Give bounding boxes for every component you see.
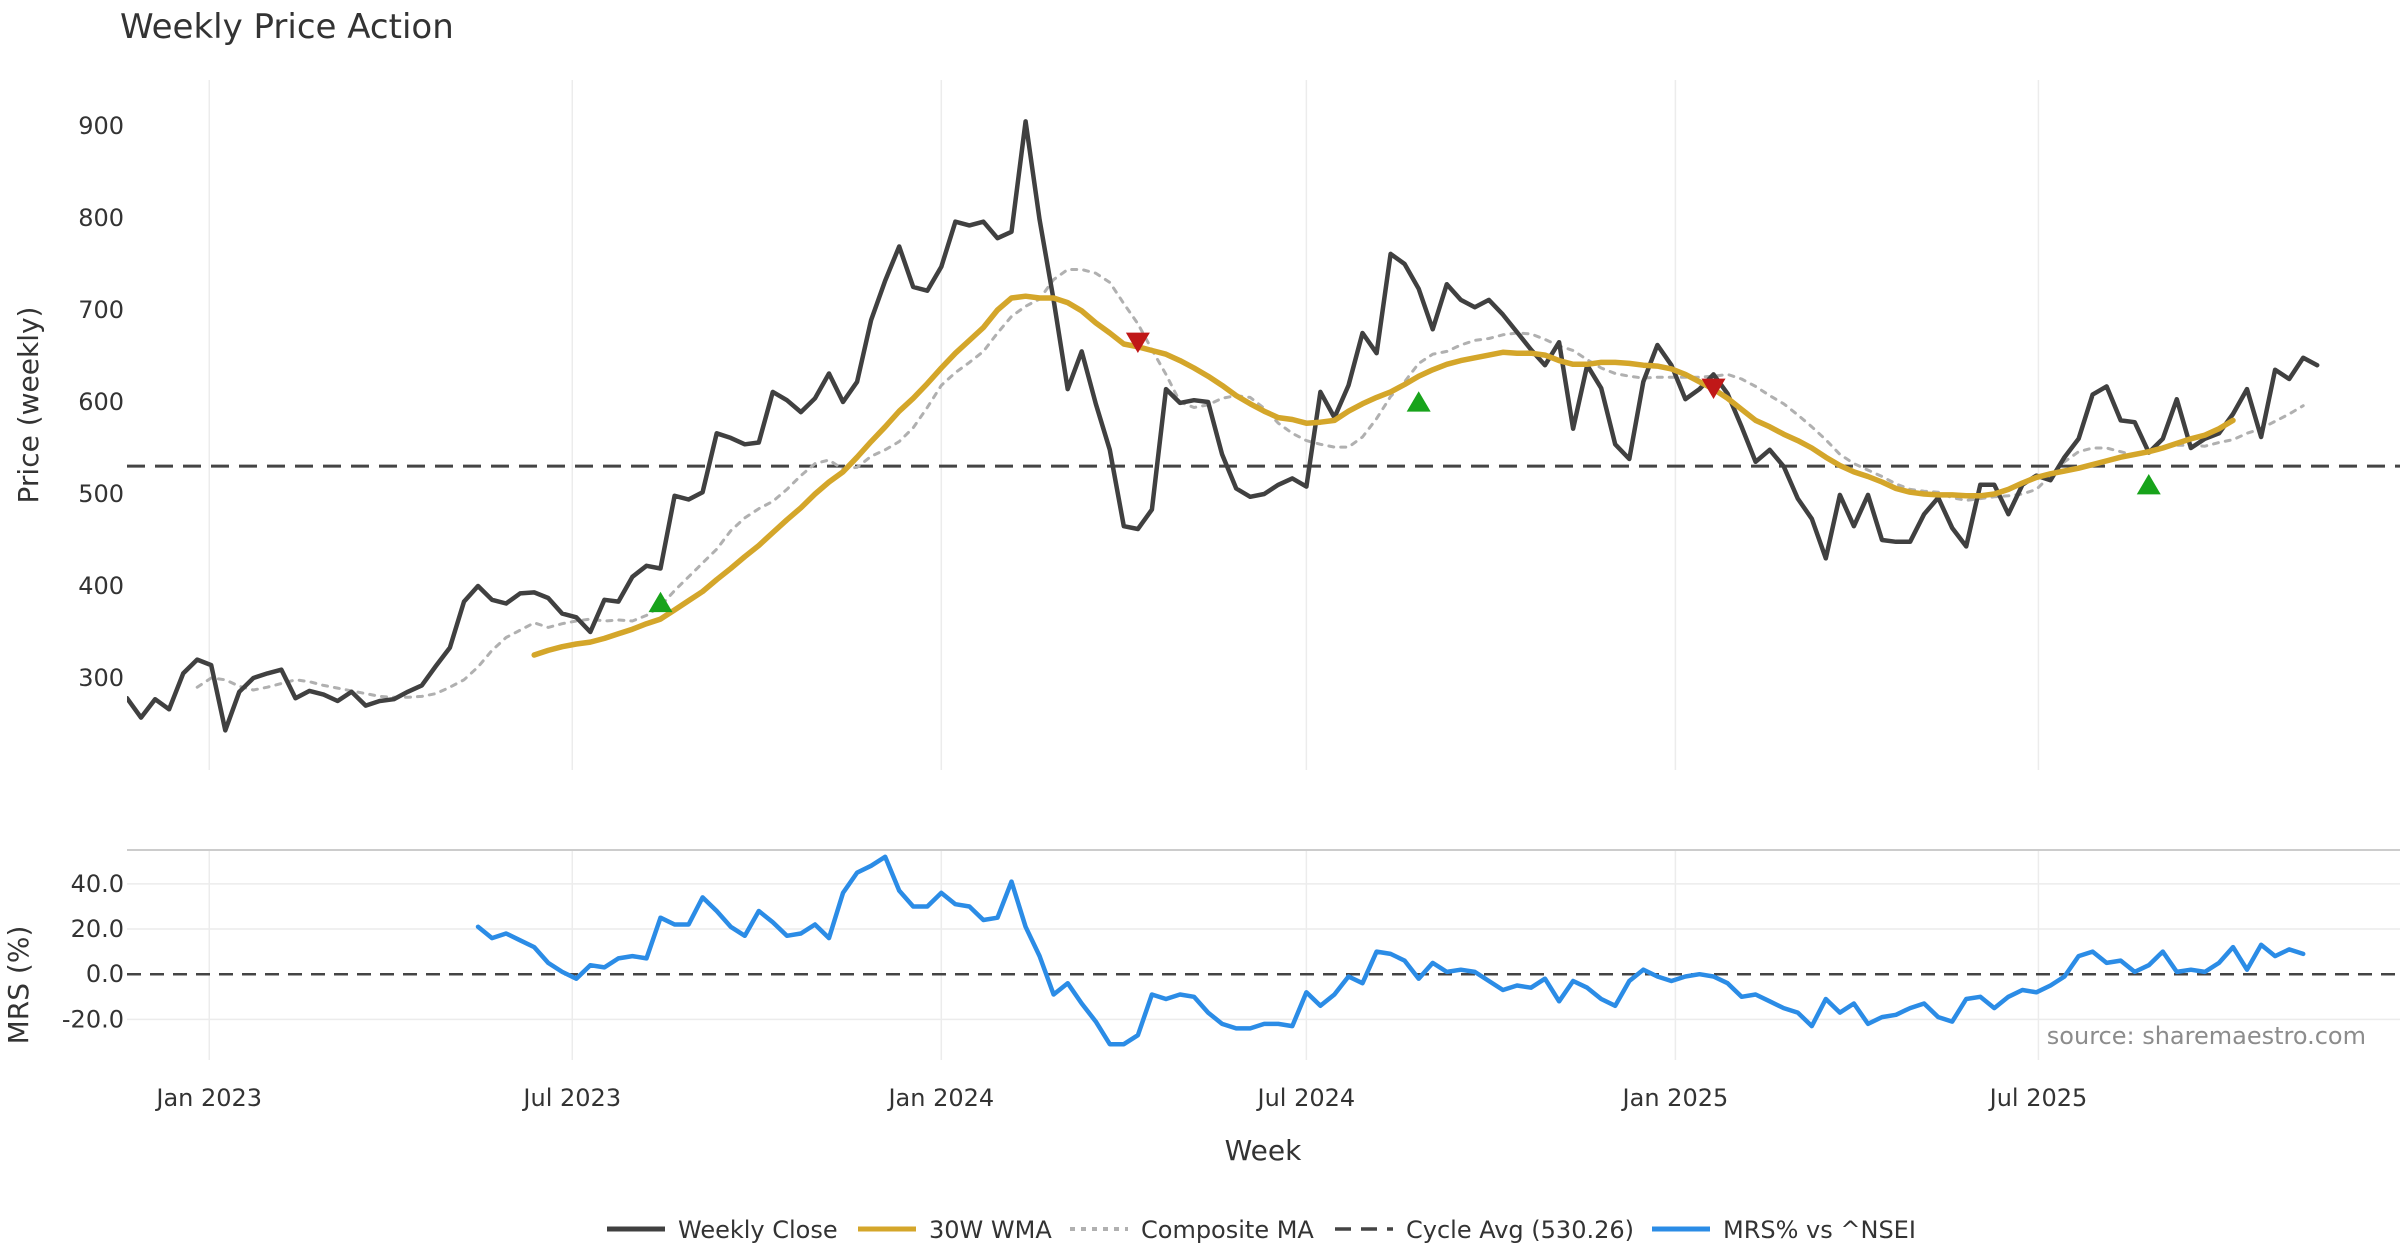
mrs-y-tick-label: 40.0 bbox=[71, 870, 124, 898]
price-y-tick-label: 600 bbox=[78, 388, 124, 416]
sell-signal-marker bbox=[1125, 332, 1150, 353]
legend: Weekly Close 30W WMA Composite MA Cycle Avg… bbox=[607, 1216, 1916, 1244]
price-y-tick-label: 500 bbox=[78, 480, 124, 508]
source-note: source: sharemaestro.com bbox=[2047, 1022, 2366, 1050]
legend-item: Cycle Avg (530.26) bbox=[1335, 1216, 1634, 1244]
legend-label: Composite MA bbox=[1141, 1216, 1314, 1244]
legend-item: 30W WMA bbox=[858, 1216, 1052, 1244]
sell-signal-marker bbox=[1701, 378, 1726, 399]
legend-item: Weekly Close bbox=[607, 1216, 838, 1244]
mrs-y-ticks: -20.0 0.0 20.0 40.0 bbox=[62, 870, 2400, 1033]
legend-item: MRS% vs ^NSEI bbox=[1652, 1216, 1916, 1244]
signal-markers bbox=[648, 332, 2161, 613]
mrs-y-tick-label: -20.0 bbox=[62, 1005, 124, 1033]
chart-title: Weekly Price Action bbox=[120, 7, 454, 47]
mrs-y-tick-label: 0.0 bbox=[86, 960, 124, 988]
price-y-tick-label: 700 bbox=[78, 296, 124, 324]
price-y-tick-label: 300 bbox=[78, 664, 124, 692]
price-y-axis-label: Price (weekly) bbox=[12, 307, 45, 504]
buy-signal-marker bbox=[648, 591, 673, 613]
x-tick-label: Jan 2024 bbox=[886, 1084, 994, 1112]
legend-item: Composite MA bbox=[1070, 1216, 1314, 1244]
x-tick-label: Jan 2023 bbox=[154, 1084, 262, 1112]
weekly-close-line bbox=[127, 119, 2320, 733]
wma-30w-line bbox=[531, 293, 2236, 658]
x-gridlines bbox=[208, 80, 2040, 1060]
price-y-tick-label: 800 bbox=[78, 204, 124, 232]
legend-label: MRS% vs ^NSEI bbox=[1723, 1216, 1916, 1244]
buy-signal-marker bbox=[2136, 474, 2161, 495]
mrs-y-tick-label: 20.0 bbox=[71, 915, 124, 943]
x-ticks: Jan 2023 Jul 2023 Jan 2024 Jul 2024 Jan 2025… bbox=[154, 1084, 2087, 1112]
x-axis-label: Week bbox=[1225, 1134, 1302, 1167]
price-y-tick-label: 400 bbox=[78, 572, 124, 600]
mrs-line bbox=[475, 854, 2306, 1047]
mrs-y-axis-label: MRS (%) bbox=[2, 926, 35, 1045]
x-tick-label: Jul 2024 bbox=[1256, 1084, 1356, 1112]
composite-ma-line bbox=[195, 268, 2305, 699]
x-tick-label: Jan 2025 bbox=[1621, 1084, 1729, 1112]
x-tick-label: Jul 2025 bbox=[1988, 1084, 2088, 1112]
legend-label: Cycle Avg (530.26) bbox=[1406, 1216, 1634, 1244]
x-tick-label: Jul 2023 bbox=[521, 1084, 621, 1112]
price-y-ticks: 300 400 500 600 700 800 900 bbox=[78, 112, 124, 692]
buy-signal-marker bbox=[1406, 391, 1431, 412]
legend-label: 30W WMA bbox=[929, 1216, 1052, 1244]
price-y-tick-label: 900 bbox=[78, 112, 124, 140]
legend-label: Weekly Close bbox=[678, 1216, 838, 1244]
